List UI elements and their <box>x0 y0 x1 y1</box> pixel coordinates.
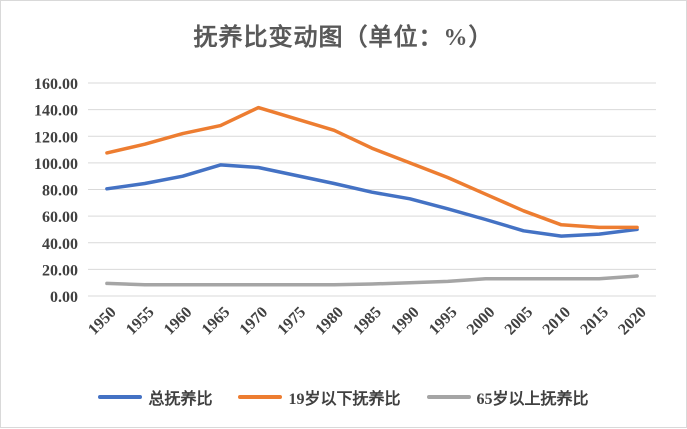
x-tick-label: 1985 <box>350 304 385 339</box>
x-tick-label: 1955 <box>123 304 158 339</box>
series-line-3 <box>105 274 639 287</box>
x-tick-label: 2020 <box>615 304 650 339</box>
y-tick-label: 120.00 <box>34 129 78 146</box>
chart-legend: 总抚养比 19岁以下抚养比 65岁以上抚养比 <box>1 385 686 409</box>
x-tick-label: 1980 <box>312 304 347 339</box>
y-tick-label: 80.00 <box>42 183 78 200</box>
y-tick-label: 40.00 <box>42 236 78 253</box>
y-tick-label: 160.00 <box>34 76 78 93</box>
legend-item: 总抚养比 <box>98 385 212 409</box>
x-tick-label: 1960 <box>161 304 196 339</box>
x-tick-label: 1990 <box>388 304 423 339</box>
x-tick-label: 1995 <box>426 304 461 339</box>
y-tick-label: 100.00 <box>34 156 78 173</box>
x-tick-label: 1975 <box>274 304 309 339</box>
legend-swatch <box>98 395 143 399</box>
x-tick-label: 2015 <box>577 304 612 339</box>
y-tick-label: 20.00 <box>42 262 78 279</box>
legend-swatch <box>426 395 471 399</box>
x-tick-label: 2000 <box>464 304 499 339</box>
chart-title: 抚养比变动图（单位：%） <box>193 25 494 51</box>
x-tick-label: 2005 <box>502 304 537 339</box>
x-tick-label: 1970 <box>237 304 272 339</box>
y-tick-label: 60.00 <box>42 209 78 226</box>
series-line-2 <box>105 105 639 230</box>
legend-label: 总抚养比 <box>148 391 213 408</box>
y-tick-label: 140.00 <box>34 103 78 120</box>
x-tick-label: 1965 <box>199 304 234 339</box>
series-line-1 <box>105 163 639 238</box>
y-tick-label: 0.00 <box>50 289 78 306</box>
x-tick-label: 2010 <box>540 304 575 339</box>
legend-label: 19岁以下抚养比 <box>288 391 401 408</box>
legend-item: 19岁以下抚养比 <box>238 385 401 409</box>
legend-label: 65岁以上抚养比 <box>476 391 589 408</box>
x-tick-label: 1950 <box>85 304 120 339</box>
legend-item: 65岁以上抚养比 <box>426 385 589 409</box>
legend-swatch <box>238 395 283 399</box>
